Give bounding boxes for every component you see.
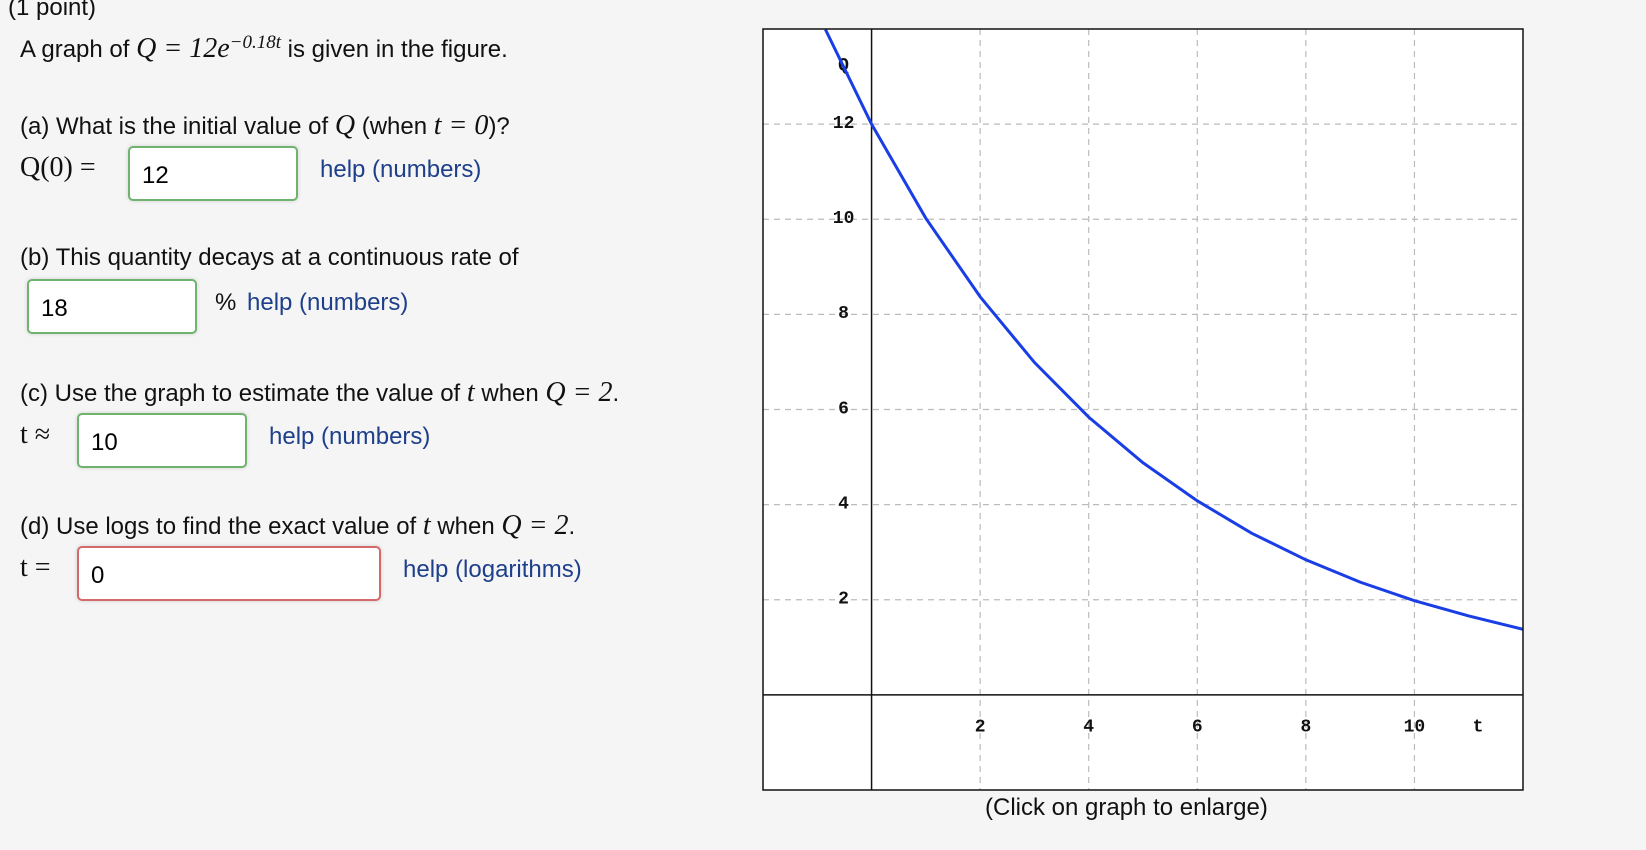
help-link[interactable]: help (numbers) xyxy=(269,423,431,450)
help-link[interactable]: help (numbers) xyxy=(320,156,482,183)
answer-input[interactable]: 0 xyxy=(77,546,381,601)
x-tick-label: 8 xyxy=(1300,718,1311,738)
prompt: (a) What is the initial value of Q (when… xyxy=(20,112,510,140)
x-tick-label: 4 xyxy=(1083,718,1094,738)
answer-input[interactable]: 10 xyxy=(77,413,247,468)
answer-input[interactable]: 12 xyxy=(128,146,298,201)
x-tick-label: 10 xyxy=(1404,718,1426,738)
answer-input[interactable]: 18 xyxy=(27,279,197,334)
caption: (Click on graph to enlarge) xyxy=(985,794,1268,821)
prompt: (c) Use the graph to estimate the value … xyxy=(20,379,619,407)
y-tick-label: 6 xyxy=(838,399,849,419)
frame xyxy=(762,28,1524,791)
help-link[interactable]: help (numbers) xyxy=(247,289,409,316)
text: . xyxy=(612,380,620,407)
exponent: −0.18t xyxy=(229,32,281,53)
math: Q = 2 xyxy=(501,510,569,541)
text: (c) Use the graph to estimate the value … xyxy=(20,380,467,407)
text: is given in the figure. xyxy=(281,36,508,63)
math: Q = 12e xyxy=(136,33,230,64)
text: (when xyxy=(355,113,434,140)
lhs: t ≈ xyxy=(20,419,51,450)
math: t xyxy=(466,377,475,408)
x-axis-label: t xyxy=(1473,718,1484,738)
text: (d) Use logs to find the exact value of xyxy=(20,513,423,540)
lhs: t = xyxy=(20,552,51,583)
text: (a) What is the initial value of xyxy=(20,113,335,140)
math: Q xyxy=(334,110,356,141)
math: t xyxy=(422,510,431,541)
lhs: Q(0) = xyxy=(20,152,96,183)
x-tick-label: 2 xyxy=(975,718,986,738)
intro: A graph of Q = 12e−0.18t is given in the… xyxy=(20,33,508,63)
text: )? xyxy=(488,113,510,140)
text: (b) This quantity decays at a continuous… xyxy=(20,244,519,271)
y-tick-label: 2 xyxy=(838,590,849,610)
y-tick-label: 10 xyxy=(833,209,855,229)
curve xyxy=(824,29,1523,631)
y-tick-label: 12 xyxy=(833,114,855,134)
math: Q = 2 xyxy=(545,377,613,408)
text: when xyxy=(474,380,546,407)
text: . xyxy=(568,513,576,540)
prompt: (b) This quantity decays at a continuous… xyxy=(20,246,519,270)
suffix: % xyxy=(215,289,237,316)
header: (1 point) xyxy=(8,0,97,21)
help-link[interactable]: help (logarithms) xyxy=(403,556,582,583)
text: when xyxy=(430,513,502,540)
math: t = 0 xyxy=(433,110,489,141)
x-tick-label: 6 xyxy=(1192,718,1203,738)
y-tick-label: 4 xyxy=(838,494,849,514)
prompt: (d) Use logs to find the exact value of … xyxy=(20,512,575,540)
text: A graph of xyxy=(20,36,137,63)
y-tick-label: 8 xyxy=(838,304,849,324)
